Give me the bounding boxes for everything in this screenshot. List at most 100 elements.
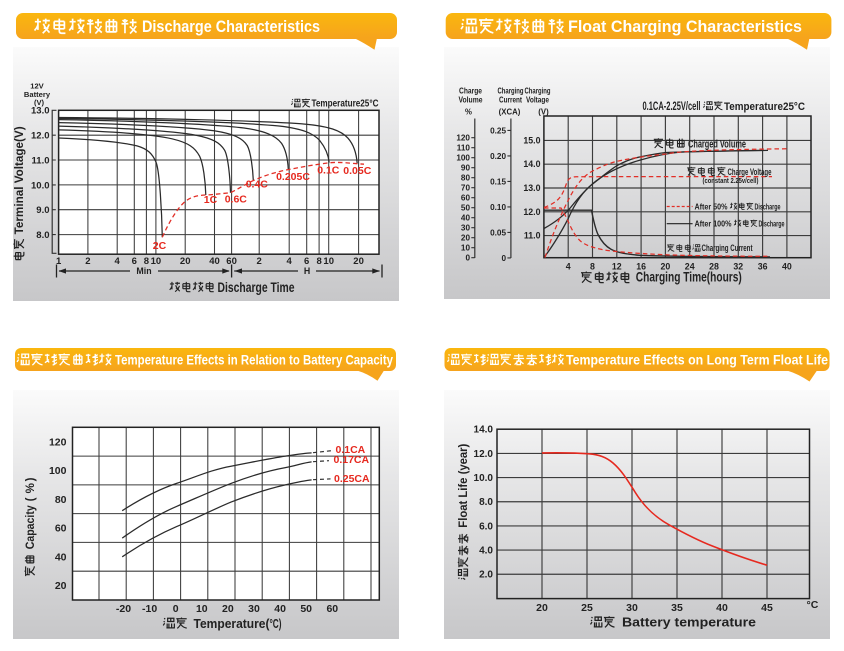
svg-text:50: 50: [300, 603, 312, 615]
svg-text:16: 16: [636, 261, 646, 271]
svg-text:Charging Current: Charging Current: [702, 243, 754, 254]
svg-text:28: 28: [709, 261, 719, 271]
svg-text:0.05: 0.05: [490, 228, 506, 237]
svg-text:40: 40: [461, 214, 471, 223]
svg-text:10: 10: [323, 256, 334, 267]
svg-text:0.25CA: 0.25CA: [334, 473, 370, 485]
svg-text:8.0: 8.0: [36, 230, 49, 241]
svg-text:12.0: 12.0: [31, 131, 50, 142]
svg-text:32: 32: [733, 261, 743, 271]
svg-text:After 50%: After 50%: [695, 203, 728, 212]
svg-text:Discharge: Discharge: [755, 203, 781, 212]
svg-text:30: 30: [626, 602, 638, 614]
svg-text:Discharge: Discharge: [759, 220, 785, 229]
svg-text:Temperature Effects on Long Te: Temperature Effects on Long Term Float L…: [566, 352, 828, 367]
svg-text:Battery: Battery: [24, 90, 51, 99]
svg-text:15.0: 15.0: [523, 135, 540, 145]
svg-text:0.4C: 0.4C: [246, 179, 269, 191]
svg-text:6: 6: [132, 256, 137, 267]
svg-text:H: H: [304, 266, 310, 276]
svg-text:11.0: 11.0: [32, 155, 50, 166]
svg-text:10.0: 10.0: [31, 180, 50, 191]
svg-text:Temperature25°C: Temperature25°C: [312, 98, 379, 110]
svg-text:Discharge Time: Discharge Time: [218, 280, 295, 295]
svg-text:60: 60: [226, 256, 237, 267]
svg-text:(V): (V): [34, 98, 45, 107]
svg-text:12V: 12V: [30, 82, 44, 91]
svg-text:Float Life (year): Float Life (year): [457, 444, 470, 528]
svg-text:0: 0: [501, 254, 506, 263]
svg-text:°C): °C): [270, 616, 282, 631]
svg-text:0.205C: 0.205C: [276, 171, 310, 183]
svg-text:4: 4: [566, 261, 571, 271]
svg-text:40: 40: [782, 261, 792, 271]
svg-text:4.0: 4.0: [479, 546, 493, 557]
svg-text:1C: 1C: [204, 194, 218, 206]
svg-text:Charge: Charge: [459, 87, 483, 96]
svg-text:Capacity: Capacity: [24, 505, 37, 550]
svg-text:0.25: 0.25: [490, 126, 506, 135]
svg-text:-20: -20: [116, 603, 131, 615]
svg-text:2.0: 2.0: [479, 570, 493, 581]
svg-text:8: 8: [316, 256, 321, 267]
svg-text:40: 40: [716, 602, 728, 614]
svg-text:90: 90: [461, 164, 471, 173]
svg-text:After 100%: After 100%: [695, 220, 732, 229]
svg-text:20: 20: [180, 256, 191, 267]
svg-text:8: 8: [590, 261, 595, 271]
svg-text:24: 24: [685, 261, 695, 271]
svg-text:Temperature Effects in Relatio: Temperature Effects in Relation to Batte…: [115, 352, 393, 367]
svg-text:12.0: 12.0: [523, 207, 540, 217]
svg-text:2: 2: [257, 256, 262, 267]
svg-text:0.05C: 0.05C: [343, 165, 371, 177]
svg-text:9.0: 9.0: [36, 205, 49, 216]
svg-text:Charging: Charging: [498, 87, 524, 96]
svg-text:Temperature25°C: Temperature25°C: [724, 101, 805, 113]
svg-text:50: 50: [461, 204, 471, 213]
svg-text:12.0: 12.0: [474, 449, 494, 460]
svg-text:%: %: [465, 108, 472, 117]
svg-text:80: 80: [55, 494, 67, 506]
svg-text:-10: -10: [142, 603, 157, 615]
svg-text:Min: Min: [136, 266, 151, 276]
svg-text:40: 40: [274, 603, 286, 615]
svg-text:4: 4: [115, 256, 121, 267]
svg-text:60: 60: [55, 523, 67, 535]
svg-text:Charged Volume: Charged Volume: [688, 138, 746, 150]
svg-text:20: 20: [661, 261, 671, 271]
svg-text:): ): [24, 477, 37, 481]
svg-text:30: 30: [461, 224, 471, 233]
svg-text:Voltage: Voltage: [526, 96, 550, 105]
svg-text:110: 110: [457, 144, 471, 153]
svg-text:0.10: 0.10: [490, 203, 506, 212]
svg-text:Charge Voltage: Charge Voltage: [728, 167, 772, 178]
svg-text:13.0: 13.0: [523, 183, 540, 193]
svg-text:Charging Time(hours): Charging Time(hours): [636, 270, 742, 285]
svg-text:0.1CA: 0.1CA: [336, 444, 366, 456]
svg-text:(XCA): (XCA): [499, 108, 521, 117]
svg-text:8: 8: [144, 256, 149, 267]
svg-text:13.0: 13.0: [31, 106, 50, 117]
svg-text:45: 45: [761, 602, 773, 614]
svg-text:10.0: 10.0: [474, 473, 494, 484]
svg-text:20: 20: [222, 603, 234, 615]
svg-text:%: %: [24, 483, 37, 493]
svg-text:120: 120: [456, 134, 470, 143]
svg-text:Float Charging Characteristics: Float Charging Characteristics: [568, 17, 802, 36]
svg-text:0.1C: 0.1C: [317, 164, 340, 176]
svg-text:2C: 2C: [153, 240, 167, 252]
svg-text:2: 2: [85, 256, 90, 267]
svg-text:20: 20: [461, 234, 471, 243]
svg-text:0.17CA: 0.17CA: [334, 454, 370, 466]
svg-text:1: 1: [56, 256, 62, 267]
svg-text:14.0: 14.0: [474, 425, 494, 436]
svg-text:Temperature(: Temperature(: [194, 616, 271, 631]
svg-text:11.0: 11.0: [524, 231, 541, 241]
svg-text:36: 36: [758, 261, 768, 271]
svg-text:8.0: 8.0: [479, 497, 493, 508]
svg-text:20: 20: [55, 580, 67, 592]
svg-text:Volume: Volume: [459, 96, 484, 105]
svg-text:60: 60: [326, 603, 338, 615]
svg-text:10: 10: [151, 256, 162, 267]
svg-text:(: (: [24, 497, 37, 501]
